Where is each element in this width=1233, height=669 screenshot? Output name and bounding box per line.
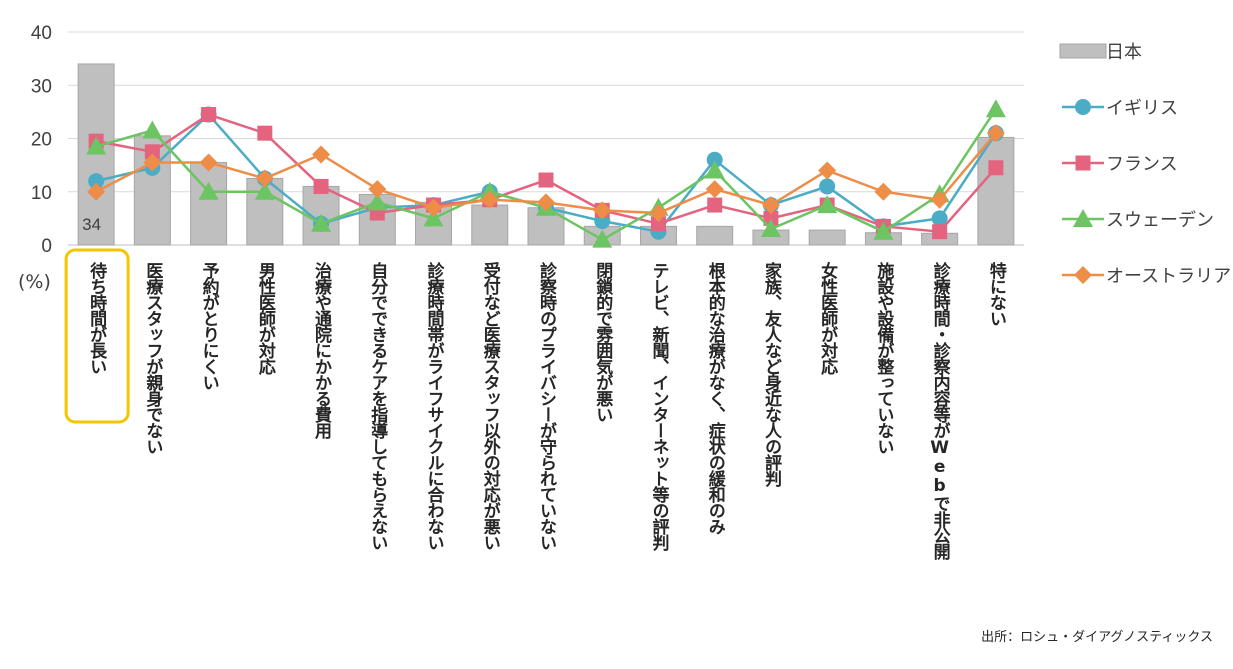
category-label: 治療や通院にかかる費用: [311, 261, 332, 440]
category-label: 自分でできるケアを指導してもらえない: [367, 261, 388, 550]
data-point: [760, 219, 781, 238]
category-label: 診療時間・診察内容等がWebで非公開: [930, 261, 952, 561]
y-axis: 0 10 20 30 40: [31, 23, 52, 257]
legend-marker: [1073, 209, 1093, 227]
category-label: 男性医師が対応: [255, 262, 277, 376]
data-point: [649, 204, 668, 223]
data-point: [538, 172, 554, 188]
data-point: [930, 190, 949, 209]
data-label: 34: [82, 215, 101, 234]
bar: [190, 161, 228, 246]
y-tick-label: 20: [31, 130, 52, 151]
data-point: [706, 151, 723, 168]
data-point: [817, 195, 838, 214]
category-label: 根本的な治療がなく、症状の緩和のみ: [705, 261, 726, 535]
data-point: [650, 216, 666, 232]
data-point: [592, 229, 613, 248]
data-point: [423, 208, 444, 227]
category-label: 家族、友人など身近な人の評判: [761, 261, 782, 488]
data-point: [819, 178, 836, 195]
data-point: [142, 120, 163, 139]
category-label: 医療スタッフが親身でない: [142, 262, 163, 454]
data-point: [311, 213, 332, 232]
category-label: 受付など医療スタッフ以外の対応が悪い: [480, 261, 502, 550]
legend-marker: [1075, 99, 1091, 115]
y-tick-label: 40: [31, 23, 52, 44]
category-label: 特にない: [986, 261, 1007, 326]
bar: [977, 136, 1015, 246]
data-point: [312, 145, 331, 164]
data-point: [873, 221, 894, 240]
series-lines: [86, 99, 1006, 248]
y-tick-label: 30: [31, 76, 52, 97]
data-point: [874, 182, 893, 201]
data-point: [254, 181, 275, 200]
bar: [133, 135, 171, 246]
data-point: [818, 161, 837, 180]
data-point: [367, 192, 388, 211]
unit-label: (%): [18, 271, 51, 293]
data-labels: 34: [82, 215, 101, 234]
data-point: [424, 198, 443, 217]
category-labels: 待ち時間が長い 医療スタッフが親身でない 予約がとりにくい 男性医師が対応 治療や通院に…: [64, 248, 1007, 561]
data-point: [144, 144, 160, 160]
data-point: [88, 173, 105, 190]
category-label: 診療時間帯がライフサイクルに合わない: [424, 261, 445, 550]
data-point: [931, 210, 948, 227]
category-label: 女性医師が対応: [817, 261, 839, 376]
category-label: 閉鎖的で雰囲気が悪い: [592, 262, 614, 422]
data-point: [480, 190, 499, 209]
y-tick-label: 10: [31, 183, 52, 204]
data-point: [87, 182, 106, 201]
legend-label: スウェーデン: [1106, 210, 1214, 231]
data-point: [201, 107, 217, 123]
legend-label: イギリス: [1106, 98, 1178, 119]
data-point: [257, 125, 273, 141]
category-label: 診察時のプライバシーが守られていない: [536, 261, 558, 550]
data-point: [985, 99, 1006, 118]
data-point: [313, 178, 329, 194]
category-label: 施設や設備が整っていない: [873, 261, 894, 454]
data-point: [763, 210, 779, 226]
data-point: [932, 224, 948, 240]
legend-marker: [1074, 266, 1092, 284]
data-point: [86, 136, 107, 155]
data-point: [705, 180, 724, 199]
data-point: [761, 196, 780, 215]
data-point: [537, 193, 555, 212]
bar: [471, 204, 509, 246]
legend-label: 日本: [1106, 42, 1142, 63]
legend-label: フランス: [1106, 154, 1178, 175]
source-note: 出所：ロシュ・ダイアグノスティックス: [981, 630, 1213, 645]
data-point: [988, 160, 1004, 176]
legend-swatch: [1059, 43, 1107, 59]
bar: [696, 225, 734, 246]
highlight-box: [64, 248, 130, 424]
data-point: [704, 160, 725, 179]
category-label: 予約がとりにくい: [199, 262, 220, 390]
legend-marker: [1075, 155, 1091, 171]
data-point: [255, 169, 274, 188]
legend-label: オーストラリア: [1106, 266, 1231, 287]
data-point: [199, 153, 218, 172]
category-label: 待ち時間が長い: [86, 261, 107, 374]
data-point: [707, 197, 723, 213]
data-point: [368, 180, 387, 199]
y-tick-label: 0: [41, 236, 52, 257]
data-point: [198, 181, 219, 200]
data-point: [593, 201, 612, 220]
bar: [808, 229, 846, 246]
category-label: テレビ、新聞、インターネット等の評判: [648, 262, 669, 552]
data-point: [986, 124, 1005, 143]
data-point: [143, 153, 162, 172]
